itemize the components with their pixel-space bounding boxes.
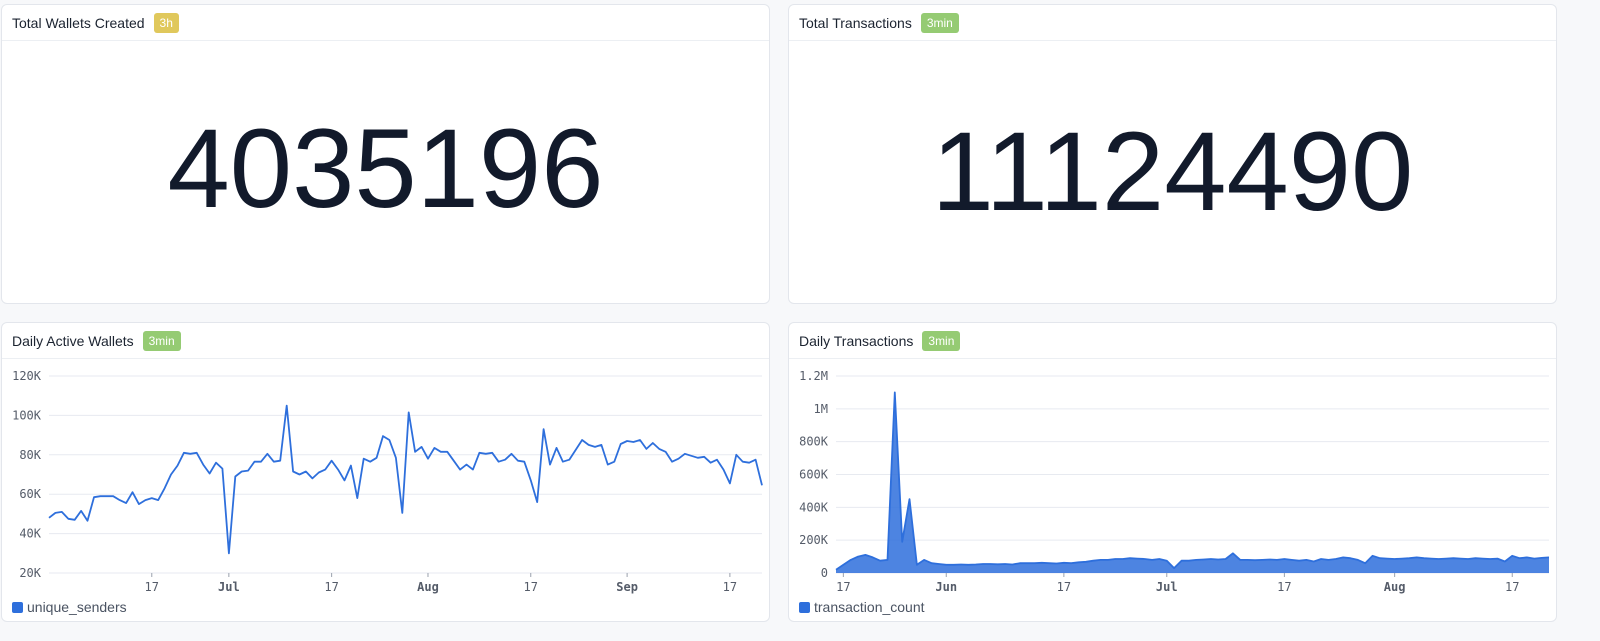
card-header: Daily Transactions 3min [789, 323, 1556, 359]
x-tick-label: 17 [836, 580, 850, 594]
y-tick-label: 1M [814, 402, 828, 416]
daily-active-wallets-card: Daily Active Wallets 3min 120K 100K 80K 60K… [1, 322, 770, 622]
y-tick-label: 20K [19, 566, 41, 580]
legend-label: transaction_count [814, 599, 925, 615]
x-tick-label: 17 [524, 580, 538, 594]
x-tick-label: 17 [1057, 580, 1071, 594]
y-tick-label: 60K [19, 487, 41, 501]
daily-transactions-chart: 1.2M 1M 800K 600K 400K 200K 0 17 Jun 17 Jul 17 Aug 17 [799, 369, 1550, 594]
chart-legend[interactable]: unique_senders [12, 599, 127, 615]
daily-transactions-card: Daily Transactions 3min 1.2M 1M 800K 600K 40… [788, 322, 1557, 622]
refresh-badge: 3min [922, 330, 961, 351]
x-tick-label: 17 [1277, 580, 1291, 594]
total-transactions-card: Total Transactions 3min 11124490 [788, 4, 1557, 304]
daily-active-wallets-chart: 120K 100K 80K 60K 40K 20K 17 Jul 17 Aug 17 Sep 17 [12, 369, 763, 594]
y-tick-label: 1.2M [799, 369, 828, 383]
card-header: Daily Active Wallets 3min [2, 323, 769, 359]
card-header: Total Wallets Created 3h [2, 5, 769, 41]
x-tick-label: 17 [723, 580, 737, 594]
y-tick-label: 400K [799, 500, 829, 514]
y-tick-label: 120K [12, 369, 42, 383]
x-tick-label: 17 [1505, 580, 1519, 594]
y-tick-label: 200K [799, 533, 829, 547]
y-tick-label: 40K [19, 527, 41, 541]
card-title: Daily Transactions [799, 332, 914, 349]
x-tick-label: 17 [324, 580, 338, 594]
chart-legend[interactable]: transaction_count [799, 599, 925, 615]
refresh-badge: 3min [142, 330, 181, 351]
legend-swatch [12, 601, 23, 613]
card-title: Total Transactions [799, 14, 912, 31]
total-wallets-value: 4035196 [167, 106, 604, 231]
refresh-badge: 3h [153, 12, 179, 33]
y-tick-label: 800K [799, 435, 829, 449]
x-tick-label: Sep [616, 580, 638, 594]
x-tick-label: Jul [218, 580, 240, 594]
total-transactions-value: 11124490 [931, 109, 1414, 234]
card-title: Total Wallets Created [12, 14, 145, 31]
series-area [836, 392, 1549, 573]
card-title: Daily Active Wallets [12, 332, 134, 349]
x-tick-label: Jul [1156, 580, 1178, 594]
legend-swatch [799, 601, 810, 613]
x-tick-label: Jun [935, 580, 957, 594]
y-tick-label: 80K [19, 448, 41, 462]
x-tick-label: 17 [145, 580, 159, 594]
series-line [835, 391, 1550, 571]
y-tick-label: 0 [821, 566, 828, 580]
total-wallets-card: Total Wallets Created 3h 4035196 [1, 4, 770, 304]
refresh-badge: 3min [920, 12, 959, 33]
legend-label: unique_senders [27, 599, 127, 615]
y-tick-label: 100K [12, 408, 42, 422]
card-header: Total Transactions 3min [789, 5, 1556, 41]
x-tick-label: Aug [1384, 580, 1406, 594]
series-line [48, 404, 763, 555]
x-tick-label: Aug [417, 580, 439, 594]
y-tick-label: 600K [799, 468, 829, 482]
